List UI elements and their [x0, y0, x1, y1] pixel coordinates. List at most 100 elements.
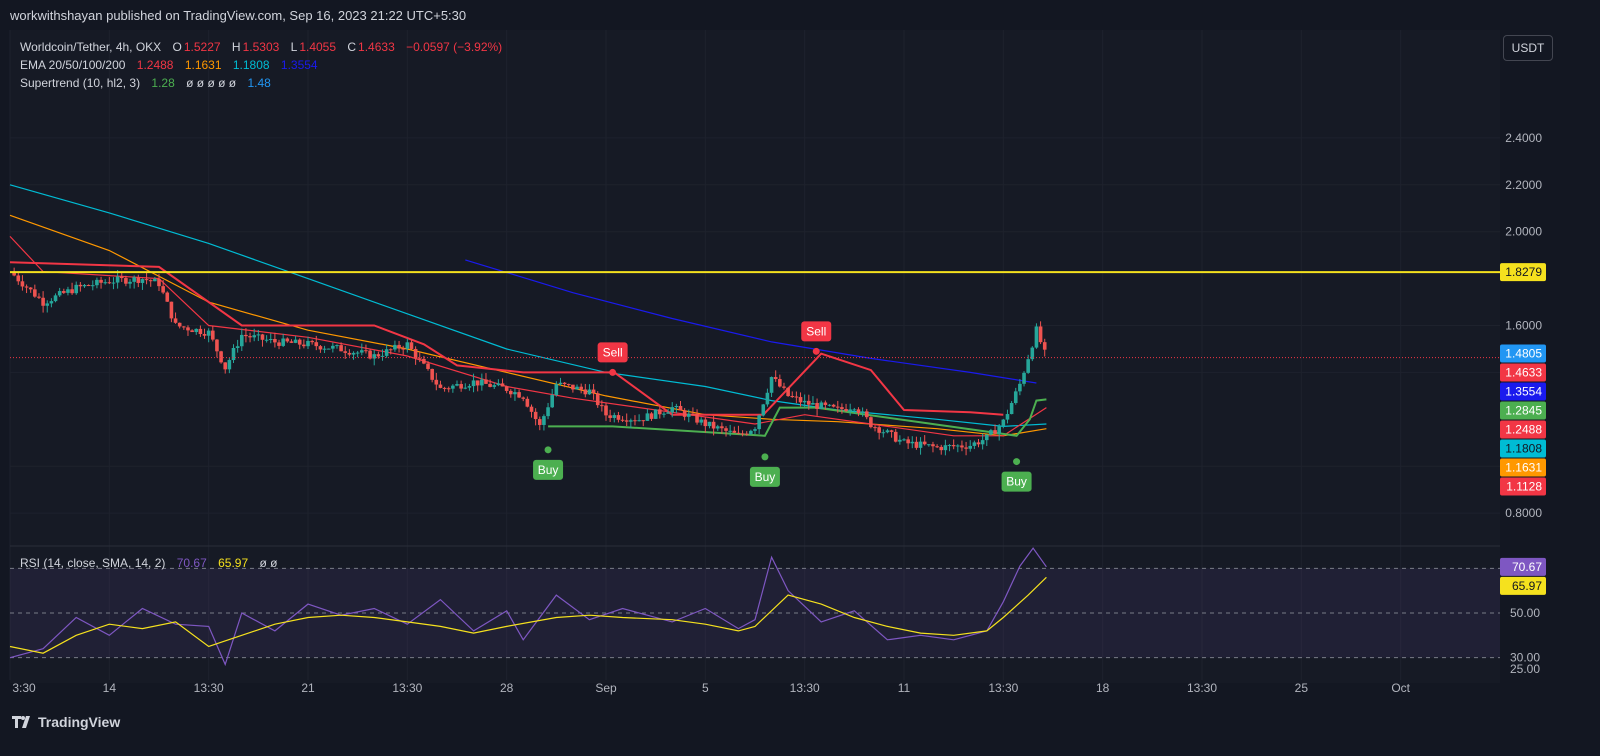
price-label-text: 1.1128	[1506, 480, 1542, 494]
candle-body	[471, 380, 476, 387]
candle-body	[364, 350, 368, 352]
candle-body	[993, 430, 997, 434]
candle-body	[426, 363, 430, 369]
candle-body	[724, 428, 728, 431]
buy-signal-box	[749, 466, 780, 487]
time-tick-label: 25	[1295, 681, 1309, 695]
candle-body	[513, 392, 517, 395]
rsi-tick-label: 30.00	[1510, 651, 1540, 665]
grid-lines	[9, 30, 1500, 680]
candle-body	[1018, 383, 1022, 392]
rsi-line	[9, 547, 1047, 667]
candle-body	[484, 379, 488, 384]
ema50-value: 1.1631	[184, 58, 222, 72]
candles	[12, 267, 1047, 456]
candle-body	[256, 334, 261, 336]
time-tick-label: 13:30	[194, 681, 224, 695]
candle-body	[624, 420, 629, 422]
candle-body	[542, 416, 546, 425]
candle-body	[310, 340, 314, 343]
candle-body	[95, 279, 99, 286]
candle-body	[318, 346, 323, 350]
candle-body	[57, 291, 62, 296]
candle-body	[600, 405, 604, 407]
candle-body	[653, 409, 658, 419]
candle-body	[306, 340, 310, 347]
candle-body	[827, 404, 832, 406]
candle-body	[190, 330, 194, 333]
chart-pane[interactable]	[10, 30, 1500, 683]
candle-body	[914, 441, 919, 448]
candle-body	[339, 345, 343, 352]
candle-body	[446, 388, 451, 390]
candle-body	[794, 396, 799, 398]
price-tick-label: 2.4000	[1505, 131, 1542, 145]
candle-body	[757, 415, 761, 430]
candle-body	[368, 350, 372, 359]
buy-signal-dot	[761, 453, 769, 461]
candle-body	[1026, 359, 1030, 373]
candle-body	[927, 444, 931, 446]
candle-body	[877, 427, 881, 433]
candle-body	[976, 442, 981, 445]
ema200-line	[465, 259, 1037, 384]
symbol-name[interactable]: Worldcoin/Tether, 4h, OKX	[20, 40, 162, 54]
tradingview-logo[interactable]: TradingView	[12, 714, 120, 730]
candle-body	[765, 392, 770, 405]
candle-body	[728, 430, 732, 432]
candle-body	[331, 345, 335, 349]
candle-body	[699, 419, 703, 423]
candle-body	[442, 387, 447, 389]
candle-body	[33, 289, 37, 297]
candle-body	[66, 289, 70, 293]
ema-lines	[9, 184, 1047, 437]
candle-body	[566, 384, 571, 386]
candle-body	[459, 384, 463, 389]
candle-body	[405, 342, 410, 349]
price-label-badge	[1500, 439, 1546, 458]
candle-body	[293, 339, 298, 343]
price-tick-label: 2.2000	[1505, 178, 1542, 192]
supertrend-label[interactable]: Supertrend (10, hl2, 3)	[20, 76, 141, 90]
candle-body	[182, 326, 186, 328]
candle-body	[1042, 342, 1047, 350]
candle-body	[852, 409, 857, 411]
candle-body	[273, 339, 277, 343]
candle-body	[864, 411, 869, 418]
ema-label[interactable]: EMA 20/50/100/200	[20, 58, 126, 72]
rsi-levels	[10, 567, 1500, 659]
candle-body	[537, 419, 542, 425]
candle-body	[881, 432, 886, 434]
price-chart[interactable]: Buy Sell Buy Sell Buy 2.4000 2.2000 2.0000 1.60…	[0, 0, 1600, 706]
price-label-badge	[1500, 401, 1546, 420]
candle-body	[231, 347, 236, 361]
ema20-value: 1.2488	[136, 58, 174, 72]
candle-body	[943, 445, 948, 451]
rsi-label[interactable]: RSI (14, close, SMA, 14, 2)	[20, 556, 166, 570]
candle-body	[769, 377, 774, 393]
candle-body	[74, 284, 79, 294]
candle-body	[778, 379, 782, 387]
candle-body	[78, 284, 83, 287]
candle-body	[1030, 347, 1035, 360]
candle-body	[45, 303, 50, 306]
buy-signal-box	[1001, 471, 1032, 492]
price-label-text: 1.4633	[1505, 366, 1542, 380]
candle-body	[960, 445, 964, 448]
currency-unit-button[interactable]: USDT	[1503, 35, 1553, 61]
candle-body	[898, 439, 902, 442]
time-tick-label: 11	[898, 681, 911, 695]
price-label-badge	[1500, 420, 1546, 439]
candle-body	[707, 421, 712, 427]
rsi-tick-label: 50.00	[1510, 606, 1540, 620]
time-tick-label: 18	[1096, 681, 1110, 695]
rsi-label-badge	[1500, 576, 1546, 595]
footer-bar	[0, 706, 1600, 756]
ohlc-high-label: H	[231, 40, 241, 54]
candle-body	[604, 405, 608, 416]
candle-body	[53, 295, 58, 302]
sell-signal-box	[597, 342, 628, 363]
candle-body	[409, 342, 414, 349]
candle-body	[782, 386, 786, 388]
candle-body	[1034, 326, 1039, 348]
